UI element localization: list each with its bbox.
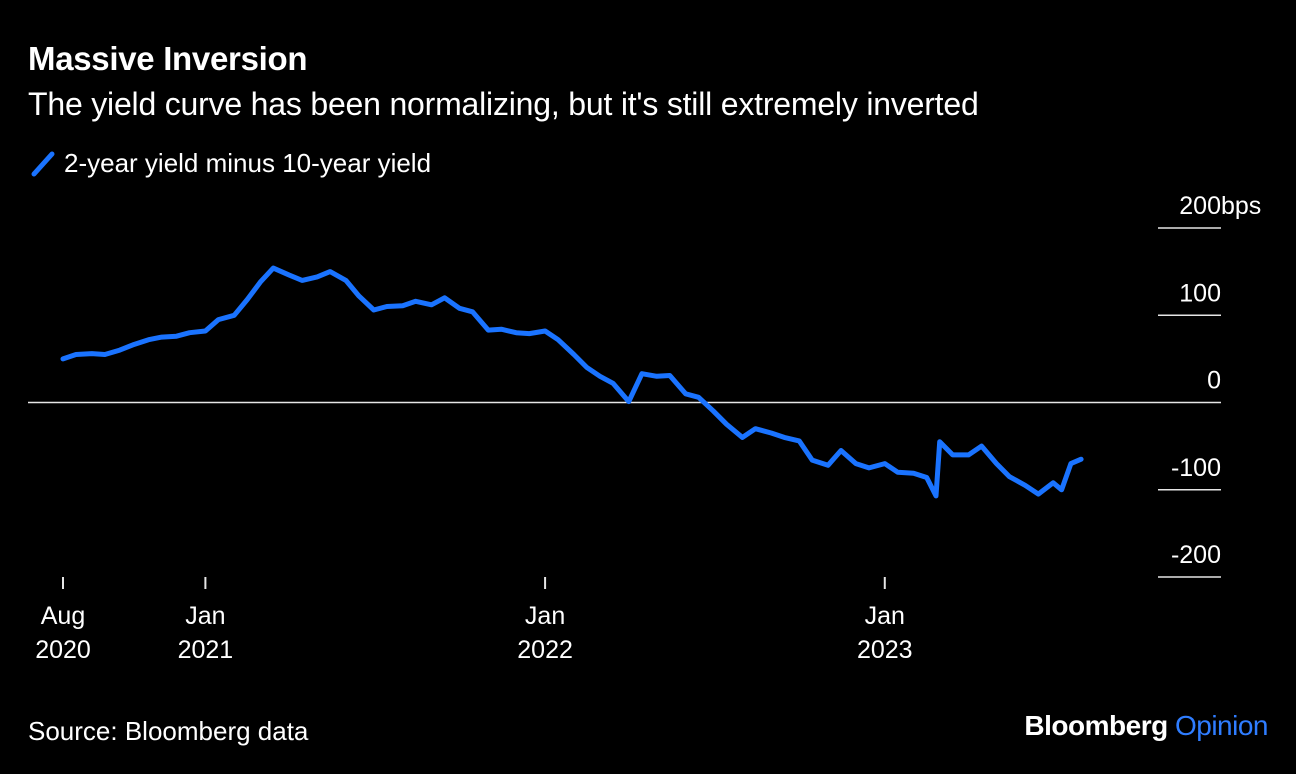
x-tick-label-month: Jan (185, 602, 225, 630)
y-tick-label: -200 (1171, 541, 1221, 569)
chart-title: Massive Inversion (28, 40, 308, 77)
y-tick-label: 0 (1207, 367, 1221, 395)
x-tick-label-month: Aug (41, 602, 85, 630)
brand-name: Bloomberg (1024, 710, 1168, 741)
legend-line-icon (31, 151, 55, 176)
x-tick-label-year: 2022 (517, 636, 573, 664)
x-tick-label-month: Jan (525, 602, 565, 630)
legend-label: 2-year yield minus 10-year yield (64, 148, 432, 178)
chart-subtitle: The yield curve has been normalizing, bu… (28, 86, 979, 122)
x-tick-label-year: 2023 (857, 636, 913, 664)
y-tick-label: -100 (1171, 454, 1221, 482)
brand-logo: Bloomberg Opinion (1024, 710, 1268, 742)
x-tick-label-year: 2020 (35, 636, 91, 664)
source-note: Source: Bloomberg data (28, 716, 309, 746)
legend: 2-year yield minus 10-year yield (30, 148, 431, 179)
x-tick-label-month: Jan (865, 602, 905, 630)
brand-suffix: Opinion (1174, 710, 1269, 741)
x-tick-label-year: 2021 (178, 636, 234, 664)
y-tick-label: 200 (1179, 192, 1221, 220)
y-tick-label: 100 (1179, 279, 1221, 307)
series-line (60, 265, 1084, 499)
y-axis-unit: bps (1221, 192, 1261, 220)
